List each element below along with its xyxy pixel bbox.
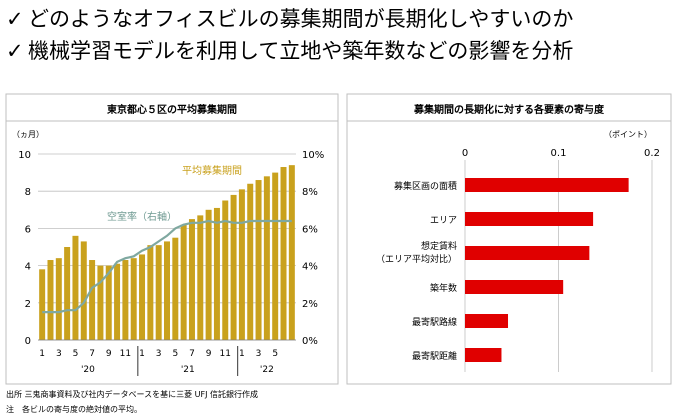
- bar-avg-period: [288, 165, 295, 340]
- x-year-label: '22: [260, 365, 274, 375]
- x-tick-month: 9: [106, 349, 112, 359]
- bar-avg-period: [164, 241, 170, 340]
- check-icon: ✓: [6, 39, 24, 63]
- bar-avg-period: [130, 258, 137, 340]
- y-tick-left: 10: [18, 150, 31, 161]
- bullet-1: ✓ どのようなオフィスビルの募集期間が長期化しやすいのか: [6, 6, 573, 32]
- y-tick-right: 6%: [302, 224, 318, 235]
- y-tick-right: 2%: [302, 299, 318, 310]
- category-label: 最寄駅距離: [412, 350, 457, 362]
- y-tick-left: 2: [25, 299, 31, 310]
- category-label-line: （エリア平均対比）: [376, 253, 457, 265]
- right-chart-title: 募集期間の長期化に対する各要素の寄与度: [413, 103, 605, 116]
- category-label-line: 想定賃料: [421, 240, 457, 252]
- bar-contribution: [465, 314, 509, 328]
- bar-avg-period: [172, 237, 179, 340]
- bar-avg-period: [155, 245, 162, 340]
- left-panel-frame: [5, 93, 339, 385]
- legend-line-label: 空室率（右軸）: [107, 210, 177, 223]
- bar-avg-period: [105, 265, 112, 340]
- bar-contribution: [465, 178, 629, 192]
- x-tick-month: 9: [206, 349, 212, 359]
- bar-avg-period: [139, 254, 146, 340]
- bar-avg-period: [47, 260, 54, 340]
- footnote-note: 注 各ビルの寄与度の絶対値の平均。: [6, 405, 142, 414]
- bar-avg-period: [147, 245, 154, 340]
- bar-avg-period: [238, 189, 245, 340]
- y-tick-right: 10%: [302, 150, 324, 161]
- x-tick-month: 3: [156, 349, 162, 359]
- y-tick-left: 6: [25, 224, 31, 235]
- category-label: 募集区画の面積: [394, 180, 457, 192]
- bullet-2-text: 機械学習モデルを利用して立地や築年数などの影響を分析: [28, 39, 574, 63]
- category-label: 想定賃料（エリア平均対比）: [376, 240, 457, 265]
- bar-avg-period: [263, 176, 270, 340]
- x-tick-month: 7: [189, 349, 195, 359]
- x-tick-month: 7: [89, 349, 95, 359]
- category-label: 最寄駅路線: [412, 316, 457, 328]
- bar-avg-period: [213, 207, 220, 340]
- y-tick-left: 4: [25, 262, 31, 273]
- bar-avg-period: [197, 215, 204, 340]
- bullet-1-text: どのようなオフィスビルの募集期間が長期化しやすいのか: [28, 7, 574, 31]
- left-unit-label: （ヵ月）: [12, 130, 44, 139]
- bar-avg-period: [280, 167, 287, 340]
- check-icon: ✓: [6, 7, 24, 31]
- x-tick: 0.2: [644, 148, 660, 159]
- category-label: エリア: [430, 216, 457, 226]
- bar-avg-period: [230, 194, 237, 340]
- right-unit-label: （ポイント）: [604, 130, 652, 139]
- legend-bar-label: 平均募集期間: [182, 164, 242, 177]
- bar-avg-period: [222, 200, 229, 340]
- y-tick-right: 8%: [302, 187, 318, 198]
- bar-contribution: [465, 246, 590, 260]
- x-tick-month: 1: [39, 349, 45, 359]
- x-tick-month: 5: [272, 349, 278, 359]
- x-tick-month: 1: [139, 349, 145, 359]
- x-tick-month: 11: [120, 349, 131, 359]
- bar-avg-period: [205, 209, 212, 340]
- bar-avg-period: [114, 263, 121, 340]
- bar-avg-period: [247, 183, 254, 340]
- bar-avg-period: [72, 235, 79, 340]
- x-tick-month: 5: [172, 349, 178, 359]
- x-tick-month: 11: [220, 349, 231, 359]
- x-year-label: '21: [181, 365, 195, 375]
- bar-avg-period: [122, 260, 129, 340]
- x-tick-month: 5: [73, 349, 79, 359]
- bullet-2: ✓ 機械学習モデルを利用して立地や築年数などの影響を分析: [6, 38, 573, 64]
- x-tick: 0: [462, 148, 468, 159]
- y-tick-left: 8: [25, 187, 31, 198]
- bar-avg-period: [255, 180, 262, 340]
- y-tick-left: 0: [25, 336, 31, 347]
- footnote-source: 出所 三鬼商事資料及び社内データベースを基に三菱 UFJ 信託銀行作成: [6, 390, 259, 399]
- left-chart-title: 東京都心５区の平均募集期間: [107, 103, 237, 116]
- bar-contribution: [465, 348, 502, 362]
- line-vacancy-rate: [42, 219, 292, 314]
- bar-avg-period: [89, 260, 96, 340]
- x-year-label: '20: [81, 365, 95, 375]
- bar-avg-period: [64, 247, 71, 340]
- bar-avg-period: [97, 265, 104, 340]
- y-tick-right: 0%: [302, 336, 318, 347]
- bar-avg-period: [180, 224, 187, 340]
- right-panel-frame: [346, 93, 672, 385]
- bar-avg-period: [188, 219, 195, 340]
- y-tick-right: 4%: [302, 262, 318, 273]
- bar-avg-period: [272, 172, 279, 340]
- bar-avg-period: [39, 269, 46, 340]
- x-tick-month: 3: [256, 349, 262, 359]
- bar-avg-period: [80, 241, 87, 340]
- category-label: 築年数: [430, 282, 457, 294]
- x-tick: 0.1: [551, 148, 567, 159]
- bar-contribution: [465, 212, 594, 226]
- bar-contribution: [465, 280, 564, 294]
- x-tick-month: 3: [56, 349, 62, 359]
- x-tick-month: 1: [239, 349, 245, 359]
- bar-avg-period: [55, 258, 62, 340]
